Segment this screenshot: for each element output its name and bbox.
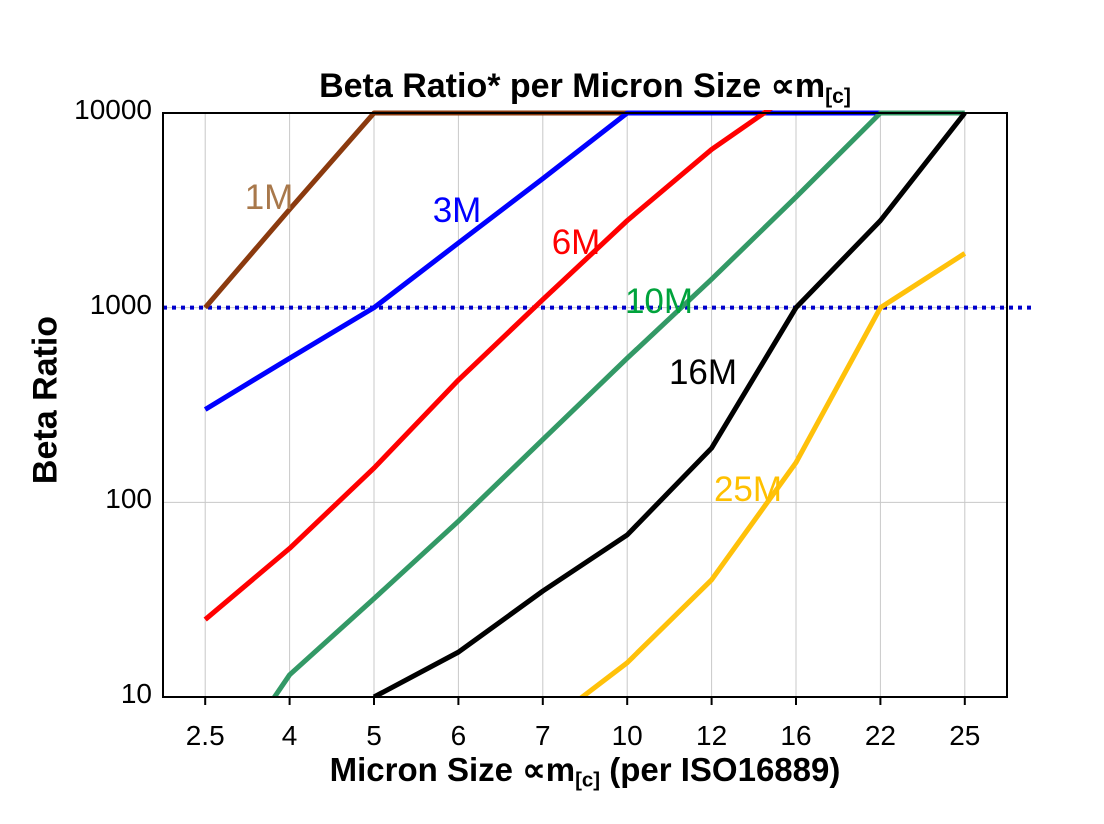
- plot-border: [162, 112, 1008, 698]
- y-axis-title: Beta Ratio: [26, 315, 65, 485]
- x-tick-label: 22: [864, 720, 896, 751]
- x-tick-label: 7: [535, 720, 551, 751]
- series-label-3M: 3M: [432, 191, 482, 230]
- y-tick-label: 10000: [74, 94, 152, 125]
- x-tick-label: 5: [366, 720, 382, 751]
- x-axis-title-text: Micron Size: [329, 751, 523, 788]
- x-tick-label: 25: [949, 720, 981, 751]
- proportional-symbol: ∝m: [770, 67, 826, 105]
- series-line-25M: [578, 251, 967, 697]
- x-tick-label: 12: [696, 720, 728, 751]
- series-line-6M: [203, 110, 773, 622]
- y-tick-label: 1000: [89, 288, 152, 320]
- series-group: [203, 110, 967, 697]
- y-tick-label: 10: [120, 678, 152, 709]
- x-tick-label: 4: [281, 720, 298, 751]
- x-axis-title-subscript: [c]: [575, 768, 601, 792]
- y-tick-label: 100: [105, 483, 152, 515]
- chart-title-text: Beta Ratio* per Micron Size: [319, 67, 771, 105]
- series-label-1M: 1M: [244, 178, 294, 217]
- series-line-10M: [271, 110, 965, 697]
- x-tick-label: 6: [450, 720, 467, 751]
- x-axis-title-post: (per ISO16889): [600, 751, 841, 788]
- x-tick-label: 10: [611, 720, 643, 751]
- proportional-symbol: ∝m: [522, 751, 576, 788]
- plot-area: [162, 110, 1033, 705]
- x-tick-label: 16: [780, 720, 812, 751]
- series-label-16M: 16M: [668, 353, 738, 392]
- x-tick-label: 2.5: [185, 720, 225, 751]
- series-line-16M: [372, 111, 967, 697]
- chart-title: Beta Ratio* per Micron Size ∝m[c]: [163, 66, 1007, 109]
- series-label-6M: 6M: [551, 223, 601, 262]
- x-axis-title: Micron Size ∝m[c] (per ISO16889): [163, 750, 1007, 793]
- chart-title-subscript: [c]: [825, 84, 851, 108]
- series-label-25M: 25M: [713, 470, 783, 509]
- series-label-10M: 10M: [624, 282, 694, 321]
